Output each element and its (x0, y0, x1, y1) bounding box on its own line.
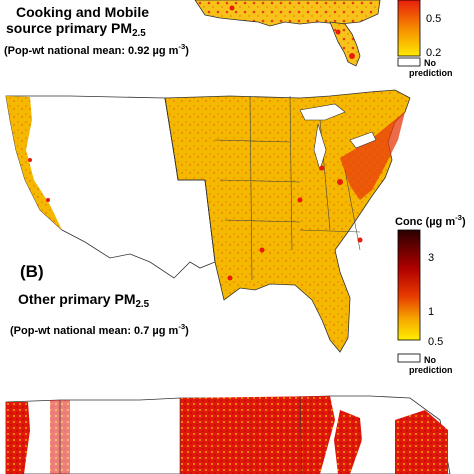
panel-c-map (5, 395, 451, 474)
panel-b-legend-title: Conc (µg m-3) (395, 213, 466, 228)
panel-b-title: Other primary PM2.5 (18, 291, 150, 310)
panel-b-no-prediction-line1: No (424, 355, 436, 365)
panel-a-no-prediction-line2: prediction (409, 68, 453, 78)
panel-b-tick-2: 0.5 (428, 336, 444, 348)
panel-b-colorbar (397, 229, 421, 363)
panel-a-tick-1: 0.2 (426, 47, 442, 59)
panel-a-colorbar (397, 0, 421, 67)
panel-b-map (5, 89, 411, 353)
panel-a-tick-0: 0.5 (426, 13, 442, 25)
panel-b-tick-0: 3 (428, 252, 435, 264)
panel-a-title-line1: Cooking and Mobile (16, 4, 149, 20)
panel-b-tick-1: 1 (428, 306, 435, 318)
panel-a-no-prediction-line1: No (424, 58, 436, 68)
panel-a-mean: (Pop-wt national mean: 0.92 µg m-3) (4, 42, 189, 57)
panel-a-map (194, 0, 381, 67)
panel-b-no-prediction-line2: prediction (409, 365, 453, 375)
panel-a-title-line2: source primary PM2.5 (6, 20, 146, 39)
panel-b-letter: (B) (20, 262, 44, 281)
panel-b-mean: (Pop-wt national mean: 0.7 µg m-3) (10, 322, 189, 337)
